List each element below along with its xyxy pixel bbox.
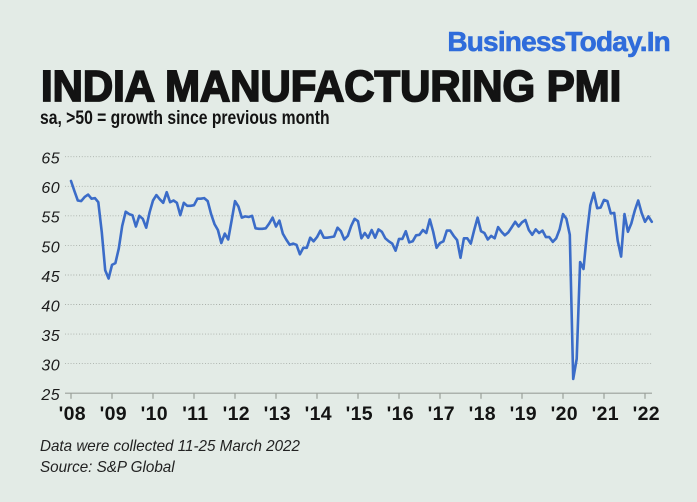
svg-text:25: 25 — [40, 387, 60, 404]
svg-text:'16: '16 — [387, 403, 414, 425]
svg-text:45: 45 — [41, 269, 60, 286]
svg-text:35: 35 — [41, 328, 60, 345]
svg-text:'15: '15 — [346, 403, 373, 425]
svg-text:30: 30 — [41, 358, 60, 375]
svg-text:50: 50 — [41, 239, 60, 256]
svg-text:'14: '14 — [305, 403, 332, 425]
svg-text:'11: '11 — [182, 403, 208, 425]
svg-text:'17: '17 — [428, 403, 455, 425]
svg-text:55: 55 — [41, 210, 60, 227]
svg-text:'13: '13 — [264, 403, 291, 425]
svg-text:40: 40 — [41, 298, 60, 315]
svg-text:'18: '18 — [469, 403, 496, 425]
svg-text:'09: '09 — [100, 403, 127, 425]
svg-text:'12: '12 — [223, 403, 250, 425]
svg-text:'19: '19 — [510, 403, 537, 425]
svg-text:65: 65 — [41, 151, 60, 168]
svg-text:'20: '20 — [551, 403, 578, 425]
svg-text:'21: '21 — [592, 403, 619, 425]
svg-text:'22: '22 — [633, 403, 660, 425]
svg-text:'10: '10 — [141, 403, 168, 425]
svg-text:'08: '08 — [59, 403, 86, 425]
svg-text:60: 60 — [41, 180, 60, 197]
